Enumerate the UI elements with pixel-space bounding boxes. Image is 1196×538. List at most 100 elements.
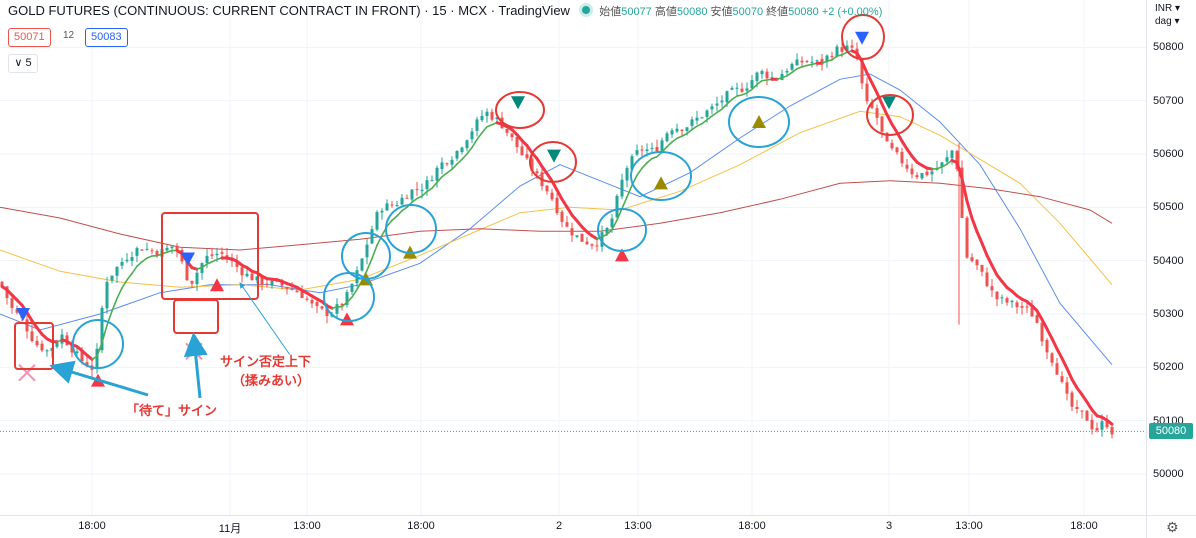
candle-body: [391, 205, 394, 206]
candle-body: [396, 205, 399, 206]
candle-body: [246, 274, 249, 277]
open-value: 50077: [621, 6, 652, 18]
candle-body: [641, 149, 644, 150]
candle-body: [711, 106, 714, 109]
candle-body: [401, 198, 404, 205]
fast-ema-segment: [122, 280, 127, 288]
candle-body: [991, 286, 994, 290]
buy-signal-triangle: [654, 176, 668, 189]
candle-body: [216, 254, 219, 255]
fast-ema-segment: [477, 133, 482, 140]
candle-body: [556, 198, 559, 213]
fast-ema-segment: [422, 192, 427, 197]
candle-body: [491, 112, 494, 120]
candle-body: [751, 80, 754, 88]
price-tick: 50600: [1153, 148, 1184, 160]
buy-price-button[interactable]: 50083: [85, 28, 128, 47]
fast-ema-segment: [137, 262, 142, 266]
sell-signal-triangle: [511, 96, 525, 109]
candle-body: [36, 341, 39, 345]
candle-body: [121, 262, 124, 266]
fast-ema-segment: [432, 182, 437, 188]
candle-body: [151, 250, 154, 251]
fast-ema-segment: [592, 236, 597, 239]
candle-body: [691, 119, 694, 125]
indicator-toggle-button[interactable]: ∨ 5: [8, 54, 38, 73]
fast-ema: [2, 51, 1112, 424]
fast-ema-segment: [992, 265, 997, 275]
fast-ema-segment: [717, 109, 722, 112]
chart-settings[interactable]: ⚙: [1146, 515, 1196, 538]
candle-body: [831, 56, 834, 57]
candle-body: [251, 274, 254, 281]
candle-body: [1091, 420, 1094, 430]
chart-area[interactable]: GOLD FUTURES (CONTINUOUS: CURRENT CONTRA…: [0, 0, 1146, 515]
time-tick: 18:00: [1070, 520, 1098, 532]
buy-signal-triangle: [752, 115, 766, 128]
fast-ema-segment: [622, 197, 627, 209]
candle-body: [311, 300, 314, 304]
candle-body: [1021, 306, 1024, 308]
fast-ema-segment: [677, 136, 682, 138]
candle-body: [616, 196, 619, 217]
candle-body: [126, 260, 129, 261]
candle-body: [1026, 307, 1029, 308]
fast-ema-segment: [472, 139, 477, 147]
fast-ema-segment: [327, 306, 332, 308]
time-tick: 18:00: [78, 520, 106, 532]
candle-body: [626, 168, 629, 180]
close-value: 50080: [788, 6, 819, 18]
candle-body: [731, 88, 734, 90]
candle-body: [766, 72, 769, 79]
candlestick-chart[interactable]: [0, 0, 1146, 515]
candle-body: [841, 47, 844, 52]
fast-ema-segment: [447, 169, 452, 173]
time-tick: 11月: [219, 520, 241, 536]
candle-body: [506, 129, 509, 133]
fast-ema-segment: [392, 216, 397, 220]
candle-body: [1076, 407, 1079, 409]
candle-body: [996, 292, 999, 300]
last-price-tag: 50080: [1149, 423, 1193, 439]
candle-body: [1016, 302, 1019, 307]
candle-body: [901, 152, 904, 163]
candle-body: [591, 244, 594, 245]
candle-body: [206, 256, 209, 263]
candle-body: [291, 289, 294, 290]
fast-ema-segment: [482, 127, 487, 133]
price-tick: 50500: [1153, 201, 1184, 213]
candle-body: [551, 193, 554, 200]
time-tick: 13:00: [624, 520, 652, 532]
candle-body: [916, 175, 919, 177]
candle-body: [1101, 421, 1104, 429]
currency-label[interactable]: INR ▾dag ▾: [1155, 2, 1180, 28]
highlight-box: [174, 300, 218, 333]
fast-ema-segment: [87, 355, 92, 359]
fast-ema-segment: [462, 154, 467, 159]
candle-body: [241, 267, 244, 275]
candle-body: [56, 343, 59, 347]
sell-price-button[interactable]: 50071: [8, 28, 51, 47]
candle-body: [1081, 411, 1084, 412]
candle-body: [611, 218, 614, 227]
candle-body: [686, 127, 689, 131]
fast-ema-segment: [642, 163, 647, 168]
candle-body: [1046, 340, 1049, 352]
fast-ema-segment: [787, 72, 792, 75]
candle-body: [1011, 301, 1014, 302]
candle-body: [896, 147, 899, 152]
candle-body: [271, 281, 274, 286]
fast-ema-segment: [452, 164, 457, 169]
candle-body: [426, 180, 429, 189]
high-label: 高値: [655, 6, 677, 18]
fast-ema-segment: [842, 52, 847, 55]
candle-body: [1111, 427, 1114, 434]
candle-body: [971, 257, 974, 261]
fast-ema-segment: [1047, 329, 1052, 339]
gear-icon[interactable]: ⚙: [1166, 519, 1179, 536]
low-label: 安値: [711, 6, 733, 18]
candle-body: [446, 163, 449, 164]
candle-body: [76, 351, 79, 353]
